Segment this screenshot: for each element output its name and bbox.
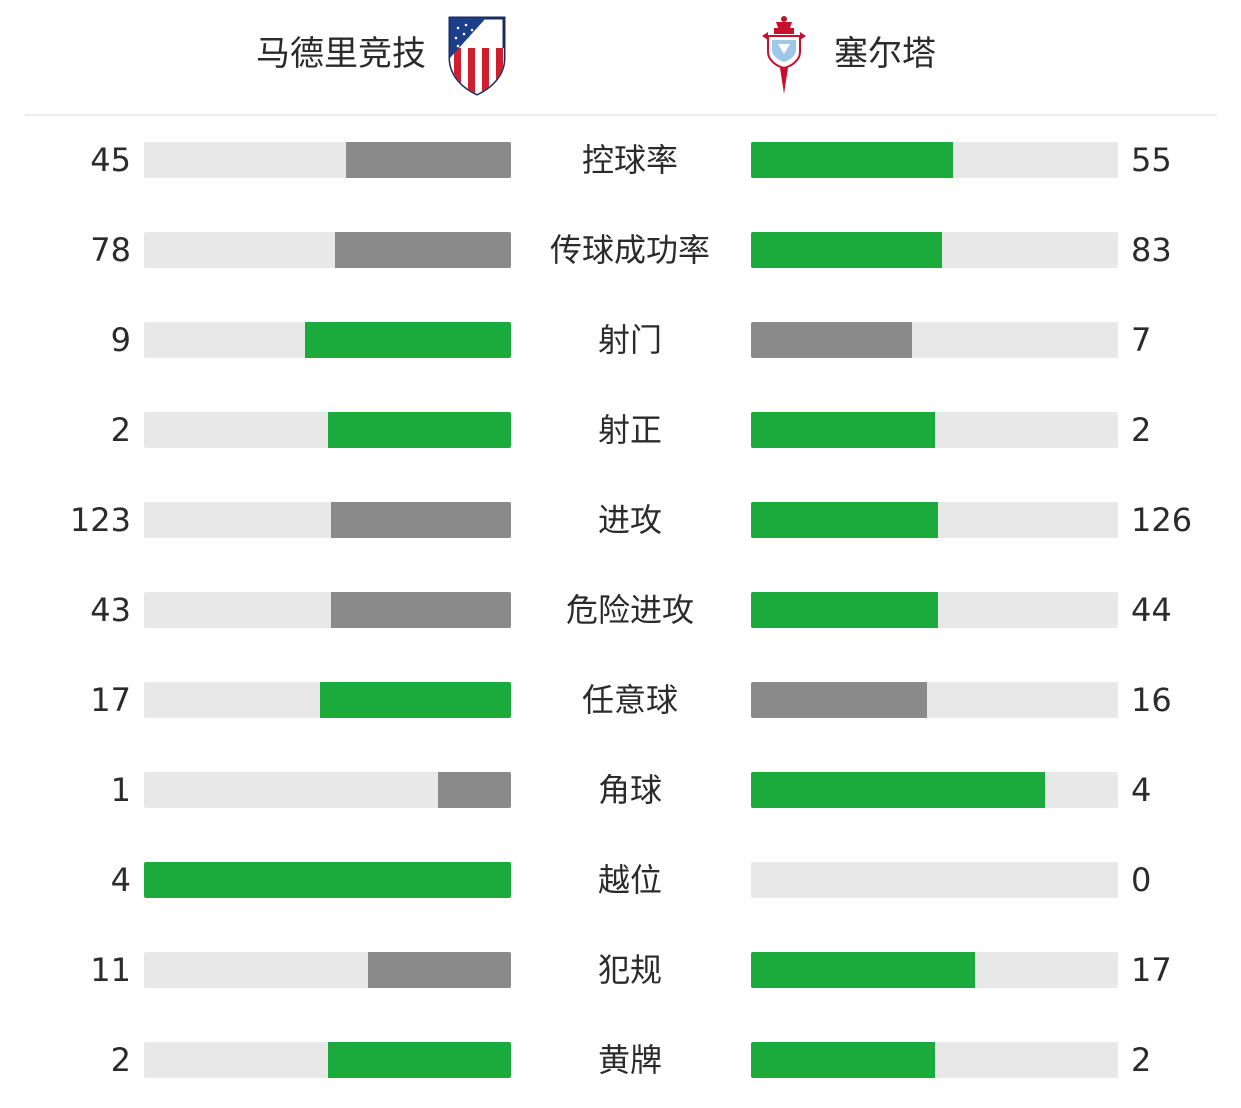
home-team-name: 马德里竞技 [256,34,426,74]
home-stat-value: 9 [110,321,131,359]
away-stat-bar-fill [751,412,935,448]
home-stat-value: 45 [90,141,131,179]
home-stat-bar-fill [331,592,511,628]
home-stat-bar-fill [334,232,511,268]
away-stat-bar-track [751,682,1118,718]
home-stat-value: 4 [110,861,131,899]
stat-row: 45 控球率 55 [0,118,1241,208]
away-stat-bar-track [751,412,1118,448]
home-stat-bar-fill [144,862,511,898]
stat-row: 2 黄牌 2 [0,1018,1241,1108]
stat-label: 角球 [597,771,662,809]
home-stat-bar-track [144,862,511,898]
home-stat-bar-fill [320,682,511,718]
away-stat-bar-track [751,1042,1118,1078]
home-stat-value: 43 [90,591,131,629]
home-stat-bar-fill [367,952,511,988]
stat-row: 4 越位 0 [0,838,1241,928]
home-stat-bar-track [144,322,511,358]
home-stat-bar-fill [327,412,511,448]
home-stat-bar-track [144,1042,511,1078]
away-stat-bar-track [751,232,1118,268]
away-stat-value: 55 [1131,141,1172,179]
away-stat-bar-fill [751,232,942,268]
stat-label: 进攻 [597,501,662,539]
stat-label: 危险进攻 [565,591,694,629]
header-divider [25,114,1217,116]
away-stat-bar-fill [751,682,928,718]
home-stat-bar-fill [437,772,511,808]
stat-label: 黄牌 [597,1041,662,1079]
away-stat-value: 2 [1131,1041,1152,1079]
home-stat-bar-track [144,772,511,808]
stat-row: 11 犯规 17 [0,928,1241,1018]
celta-vigo-crest-icon [762,16,806,94]
home-stat-bar-track [144,592,511,628]
home-stat-bar-fill [345,142,511,178]
home-stat-bar-fill [304,322,511,358]
stat-label: 射正 [597,411,662,449]
stat-label: 任意球 [581,681,678,719]
stat-row: 9 射门 7 [0,298,1241,388]
home-stat-bar-fill [327,1042,511,1078]
away-stat-bar-track [751,592,1118,628]
away-stat-bar-fill [751,592,939,628]
away-stat-bar-fill [751,1042,935,1078]
home-stat-value: 11 [90,951,131,989]
home-stat-bar-fill [331,502,511,538]
home-stat-value: 2 [110,1041,131,1079]
away-stat-bar-fill [751,322,912,358]
stat-row: 123 进攻 126 [0,478,1241,568]
home-stat-value: 17 [90,681,131,719]
away-stat-value: 126 [1131,501,1193,539]
away-team-name: 塞尔塔 [834,34,936,74]
stat-row: 17 任意球 16 [0,658,1241,748]
stat-label: 越位 [597,861,662,899]
match-header: 马德里竞技 [0,0,1241,116]
away-stat-value: 0 [1131,861,1152,899]
away-stat-value: 4 [1131,771,1152,809]
stat-label: 射门 [597,321,662,359]
away-stat-value: 17 [1131,951,1172,989]
home-stat-bar-track [144,682,511,718]
home-stat-bar-track [144,952,511,988]
atletico-madrid-crest-icon [448,16,506,96]
home-stat-value: 1 [110,771,131,809]
home-stat-value: 78 [90,231,131,269]
stat-label: 控球率 [581,141,678,179]
away-stat-value: 2 [1131,411,1152,449]
home-stat-value: 123 [69,501,131,539]
home-stat-value: 2 [110,411,131,449]
away-stat-bar-fill [751,502,939,538]
away-stat-bar-fill [751,142,953,178]
stat-row: 2 射正 2 [0,388,1241,478]
stat-row: 78 传球成功率 83 [0,208,1241,298]
away-stat-bar-fill [751,772,1045,808]
away-stat-bar-track [751,772,1118,808]
stat-label: 犯规 [597,951,662,989]
away-stat-bar-track [751,502,1118,538]
away-stat-bar-track [751,952,1118,988]
away-stat-bar-fill [751,952,975,988]
home-stat-bar-track [144,412,511,448]
away-stat-value: 7 [1131,321,1152,359]
away-stat-value: 16 [1131,681,1172,719]
home-stat-bar-track [144,232,511,268]
away-stat-value: 44 [1131,591,1172,629]
away-stat-bar-track [751,142,1118,178]
away-stat-value: 83 [1131,231,1172,269]
home-stat-bar-track [144,502,511,538]
stat-label: 传球成功率 [549,231,710,269]
stat-row: 1 角球 4 [0,748,1241,838]
away-stat-bar-track [751,322,1118,358]
stat-row: 43 危险进攻 44 [0,568,1241,658]
home-stat-bar-track [144,142,511,178]
away-stat-bar-track [751,862,1118,898]
